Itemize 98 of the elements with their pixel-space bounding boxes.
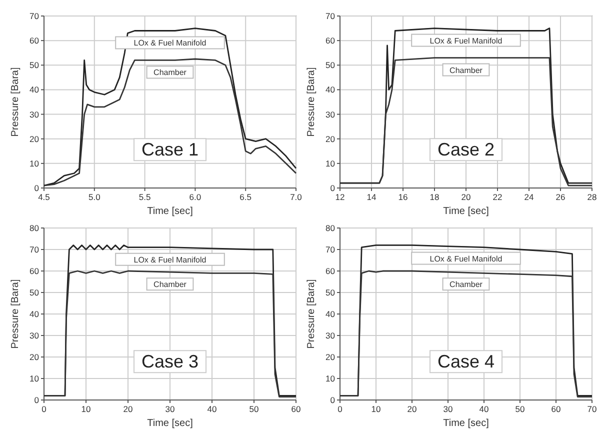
series-label: LOx & Fuel Manifold [430, 36, 502, 46]
x-tick-label: 18 [430, 192, 440, 202]
y-tick-label: 50 [326, 288, 336, 298]
x-axis-title: Time [sec] [443, 418, 490, 429]
x-tick-label: 12 [335, 192, 345, 202]
x-tick-label: 24 [524, 192, 534, 202]
annotation: Case 1 [141, 140, 199, 160]
y-tick-label: 10 [326, 374, 336, 384]
x-tick-label: 6.0 [189, 192, 202, 202]
x-axis-title: Time [sec] [443, 206, 490, 217]
y-tick-label: 0 [330, 395, 336, 405]
series-label: LOx & Fuel Manifold [430, 254, 502, 264]
y-tick-label: 60 [30, 36, 40, 46]
caption-box: Case 3 [134, 350, 206, 374]
caption-box: Case 2 [430, 138, 502, 162]
y-tick-label: 80 [326, 223, 336, 233]
x-tick-label: 60 [551, 404, 561, 414]
y-tick-label: 50 [30, 288, 40, 298]
y-tick-label: 0 [330, 183, 336, 193]
series-label: Chamber [450, 280, 483, 290]
x-tick-label: 40 [479, 404, 489, 414]
y-tick-label: 20 [326, 352, 336, 362]
y-tick-label: 40 [326, 84, 336, 95]
y-tick-label: 30 [30, 109, 40, 120]
x-tick-label: 60 [291, 404, 301, 414]
x-tick-label: 40 [207, 404, 217, 414]
y-tick-label: 10 [30, 158, 40, 168]
series-label: Chamber [450, 66, 483, 75]
y-tick-label: 40 [30, 84, 40, 95]
x-tick-label: 10 [81, 404, 91, 414]
x-tick-label: 10 [371, 404, 381, 414]
annotation: Case 4 [437, 352, 495, 372]
x-tick-label: 26 [556, 192, 566, 202]
x-tick-label: 20 [461, 192, 471, 202]
label-box: LOx & Fuel Manifold [411, 252, 521, 265]
x-tick-label: 14 [366, 192, 376, 202]
y-tick-label: 20 [30, 352, 40, 362]
x-tick-label: 70 [587, 404, 597, 414]
y-axis-title: Pressure [Bara] [10, 67, 21, 137]
y-tick-label: 70 [30, 11, 40, 21]
y-axis-title: Pressure [Bara] [306, 67, 317, 137]
caption-box: Case 4 [430, 350, 502, 374]
label-box: LOx & Fuel Manifold [115, 36, 225, 50]
x-tick-label: 22 [492, 192, 502, 202]
y-axis-title: Pressure [Bara] [10, 279, 21, 349]
y-tick-label: 50 [30, 60, 40, 70]
line-series [43, 270, 297, 398]
x-tick-label: 28 [587, 192, 597, 202]
x-tick-label: 50 [249, 404, 259, 414]
label-box: Chamber [442, 63, 490, 76]
y-tick-label: 50 [326, 60, 336, 70]
y-tick-label: 10 [30, 374, 40, 384]
y-axis-title: Pressure [Bara] [306, 279, 317, 349]
series-label: Chamber [154, 280, 187, 290]
annotation: Case 3 [141, 352, 199, 372]
y-tick-label: 40 [30, 309, 40, 319]
series-label: LOx & Fuel Manifold [134, 38, 206, 48]
x-tick-label: 0 [338, 404, 343, 414]
series-label: LOx & Fuel Manifold [134, 255, 206, 264]
x-tick-label: 20 [407, 404, 417, 414]
y-tick-label: 70 [326, 11, 336, 21]
annotation: Case 2 [437, 140, 495, 160]
x-tick-label: 4.5 [38, 192, 50, 202]
x-tick-label: 7.0 [290, 192, 302, 202]
x-tick-label: 20 [123, 404, 133, 414]
y-tick-label: 70 [326, 244, 336, 254]
x-axis-title: Time [sec] [147, 206, 194, 217]
x-tick-label: 0 [42, 404, 47, 414]
x-tick-label: 5.0 [88, 192, 101, 202]
y-tick-label: 30 [30, 330, 40, 340]
series-label: Chamber [154, 68, 187, 78]
y-tick-label: 30 [326, 330, 336, 340]
label-box: LOx & Fuel Manifold [411, 34, 521, 47]
x-axis-title: Time [sec] [147, 418, 194, 429]
label-box: Chamber [146, 278, 194, 291]
y-tick-label: 60 [326, 266, 336, 276]
x-tick-label: 6.5 [240, 192, 252, 202]
y-tick-label: 20 [30, 134, 40, 144]
y-tick-label: 60 [326, 36, 336, 46]
label-box: LOx & Fuel Manifold [115, 252, 225, 266]
caption-box: Case 1 [134, 138, 206, 162]
x-tick-label: 50 [515, 404, 525, 414]
y-tick-label: 60 [30, 266, 40, 276]
x-tick-label: 30 [165, 404, 175, 414]
label-box: Chamber [442, 278, 490, 291]
x-tick-label: 16 [398, 192, 408, 202]
x-tick-label: 30 [443, 404, 453, 414]
label-box: Chamber [146, 66, 194, 79]
y-tick-label: 20 [326, 134, 336, 144]
y-tick-label: 30 [326, 109, 336, 120]
line-series [339, 270, 593, 398]
x-tick-label: 5.5 [138, 192, 151, 202]
y-tick-label: 0 [34, 183, 40, 193]
y-tick-label: 10 [326, 158, 336, 168]
y-tick-label: 80 [30, 223, 40, 233]
y-tick-label: 40 [326, 309, 336, 319]
y-tick-label: 70 [30, 244, 40, 254]
y-tick-label: 0 [34, 395, 40, 405]
